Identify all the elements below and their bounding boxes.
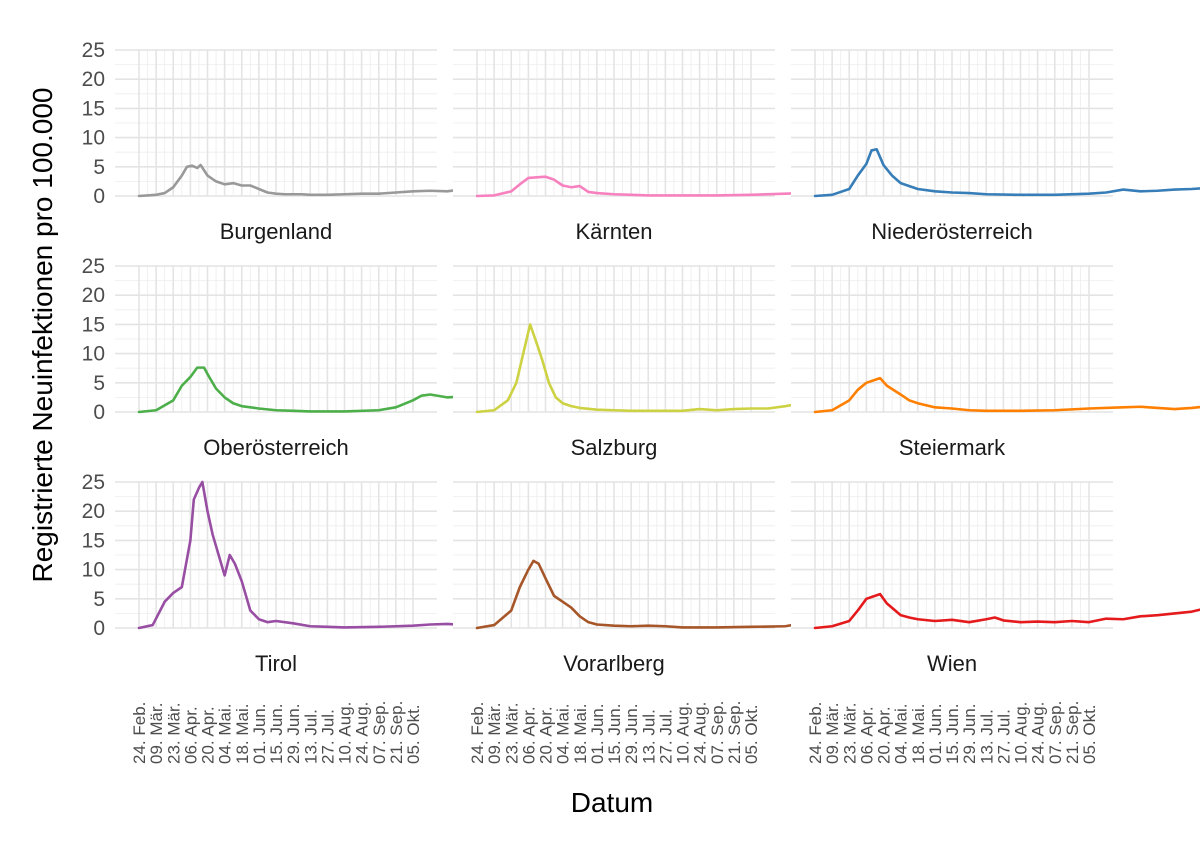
x-tick-label: 06. Apr. [857,706,876,764]
x-axis-title: Datum [571,787,653,818]
x-tick-label: 04. Mai. [216,704,235,764]
x-tick-label: 05. Okt. [742,704,761,764]
x-tick-label: 06. Apr. [181,706,200,764]
x-tick-label: 07. Sep. [370,701,389,764]
y-tick-label: 0 [93,617,105,640]
x-tick-label: 01. Jun. [926,704,945,765]
panel-nieder-sterreich: Niederösterreich [791,49,1200,244]
panel-label: Oberösterreich [203,435,349,460]
y-tick-label: 20 [82,284,105,307]
x-tick-label: 13. Jul. [639,709,658,764]
x-tick-label: 29. Jun. [960,704,979,765]
y-tick-label: 25 [82,39,105,62]
y-tick-label: 20 [82,68,105,91]
series-line-nieder-sterreich [813,147,1200,198]
x-tick-label: 24. Feb. [468,702,487,764]
y-tick-label: 0 [93,185,105,208]
x-tick-label: 20. Apr. [199,706,218,764]
panel-steiermark: Steiermark [791,265,1200,460]
x-tick-label: 05. Okt. [1080,704,1099,764]
x-tick-label: 29. Jun. [284,704,303,765]
x-tick-label: 24. Aug. [353,702,372,764]
y-tick-label: 15 [82,313,105,336]
x-tick-label: 09. Mär. [485,703,504,764]
panel-ober-sterreich: 0 5 10 15 20 25 Oberösterreich [82,255,655,460]
x-tick-label: 23. Mär. [164,703,183,764]
x-tick-label: 01. Jun. [588,704,607,765]
x-tick-label: 21. Sep. [387,701,406,764]
y-tick-label: 15 [82,529,105,552]
x-tick-label: 07. Sep. [1046,701,1065,764]
panel-label: Tirol [255,651,297,676]
x-tick-label: 04. Mai. [892,704,911,764]
x-tick-label: 04. Mai. [554,704,573,764]
x-tick-label: 15. Jun. [267,704,286,765]
x-tick-label: 15. Jun. [943,704,962,765]
series-line-wien [813,592,1200,630]
panel-k-rnten: Kärnten [453,49,993,244]
x-tick-label: 24. Feb. [806,702,825,764]
x-tick-label: 13. Jul. [977,709,996,764]
x-tick-label: 27. Jul. [994,709,1013,764]
panel-label: Wien [927,651,977,676]
x-tick-label: 10. Aug. [336,702,355,764]
x-tick-label: 13. Jul. [301,709,320,764]
x-tick-label: 21. Sep. [1063,701,1082,764]
x-tick-label: 24. Aug. [691,702,710,764]
x-tick-label: 09. Mär. [823,703,842,764]
y-tick-label: 0 [93,401,105,424]
x-tick-label: 29. Jun. [622,704,641,765]
y-tick-label: 5 [93,156,105,179]
x-tick-label: 20. Apr. [537,706,556,764]
x-tick-label: 18. Mai. [909,704,928,764]
x-tick-label: 15. Jun. [605,704,624,765]
y-tick-label: 20 [82,500,105,523]
panel-label: Burgenland [220,219,333,244]
y-tick-label: 15 [82,97,105,120]
y-tick-label: 5 [93,372,105,395]
y-tick-label: 10 [82,127,105,150]
x-tick-label: 24. Feb. [130,702,149,764]
panel-wien: Wien 24. Feb.09. Mär.23. Mär.06. Apr.20. … [791,481,1200,765]
x-tick-label: 10. Aug. [1012,702,1031,764]
x-tick-label: 05. Okt. [404,704,423,764]
x-tick-label: 01. Jun. [250,704,269,765]
panel-label: Salzburg [571,435,658,460]
x-tick-label: 10. Aug. [674,702,693,764]
x-tick-label: 09. Mär. [147,703,166,764]
x-tick-label: 07. Sep. [708,701,727,764]
panel-salzburg: Salzburg [453,265,993,460]
y-tick-label: 25 [82,255,105,278]
x-tick-label: 23. Mär. [502,703,521,764]
y-axis-title: Registrierte Neuinfektionen pro 100.000 [27,88,58,583]
panels-layer: 0 5 10 15 20 25 Burgenland Kärnten Niederösterre… [82,39,1200,764]
y-tick-label: 5 [93,588,105,611]
y-tick-label: 25 [82,471,105,494]
panel-burgenland: 0 5 10 15 20 25 Burgenland [82,39,655,244]
panel-label: Vorarlberg [563,651,665,676]
series-line-steiermark [813,376,1200,414]
y-tick-label: 10 [82,559,105,582]
x-tick-label: 27. Jul. [656,709,675,764]
x-tick-label: 24. Aug. [1029,702,1048,764]
y-tick-label: 10 [82,343,105,366]
x-tick-label: 21. Sep. [725,701,744,764]
x-tick-label: 27. Jul. [318,709,337,764]
x-tick-label: 23. Mär. [840,703,859,764]
panel-label: Kärnten [575,219,652,244]
x-tick-label: 20. Apr. [875,706,894,764]
x-tick-label: 06. Apr. [519,706,538,764]
panel-label: Niederösterreich [871,219,1032,244]
panel-label: Steiermark [899,435,1006,460]
x-tick-label: 18. Mai. [571,704,590,764]
x-tick-label: 18. Mai. [233,704,252,764]
